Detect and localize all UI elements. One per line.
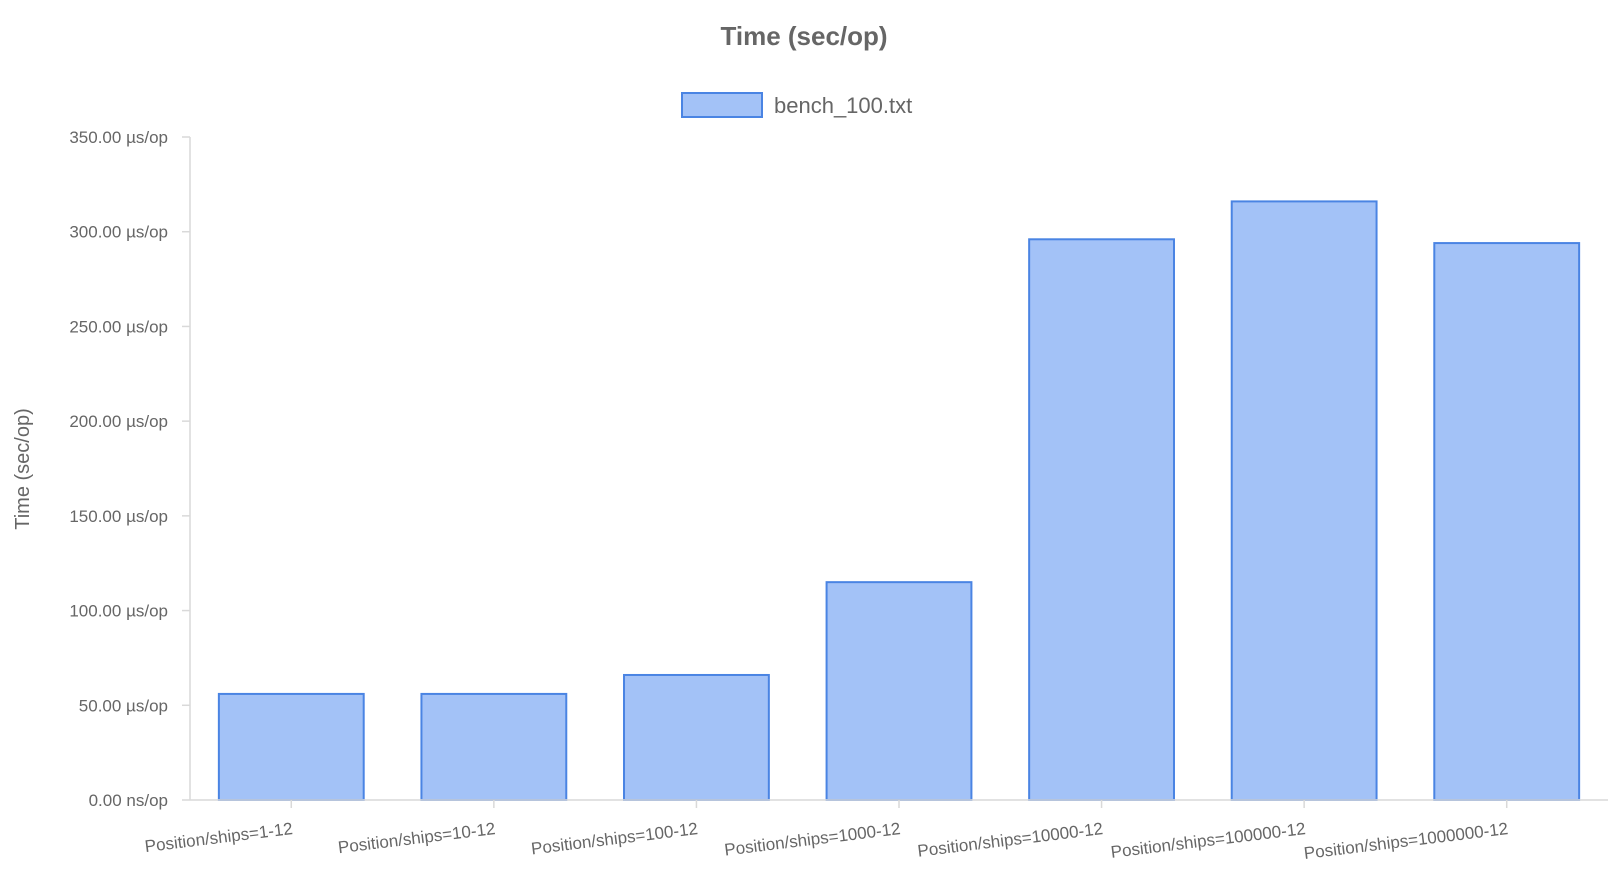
y-tick-label: 0.00 ns/op — [89, 791, 168, 810]
y-tick-label: 50.00 µs/op — [79, 696, 168, 715]
bar[interactable] — [623, 673, 770, 802]
legend-label[interactable]: bench_100.txt — [774, 93, 912, 118]
y-axis-title: Time (sec/op) — [12, 408, 34, 530]
x-tick-label: Position/ships=1-12 — [144, 819, 294, 856]
bar[interactable] — [1028, 238, 1175, 801]
x-tick-label: Position/ships=1000-12 — [723, 819, 901, 859]
y-tick-label: 200.00 µs/op — [69, 412, 168, 431]
bar[interactable] — [217, 692, 365, 801]
y-axis-ticks: 0.00 ns/op 50.00 µs/op 100.00 µs/op 150.00 … — [69, 128, 190, 810]
legend-swatch[interactable] — [681, 92, 763, 118]
chart-title: Time (sec/op) — [720, 21, 887, 51]
bar[interactable] — [1433, 242, 1581, 801]
x-axis-ticks: Position/ships=1-12 Position/ships=10-12 P… — [144, 800, 1509, 863]
bar[interactable] — [420, 692, 568, 801]
y-tick-label: 350.00 µs/op — [69, 128, 168, 147]
bars — [217, 200, 1581, 802]
x-tick-label: Position/ships=100-12 — [530, 819, 699, 858]
x-tick-label: Position/ships=1000000-12 — [1303, 819, 1509, 863]
x-tick-label: Position/ships=10000-12 — [916, 819, 1104, 861]
x-tick-label: Position/ships=100000-12 — [1110, 819, 1307, 862]
y-tick-label: 300.00 µs/op — [69, 223, 168, 242]
x-tick-label: Position/ships=10-12 — [337, 819, 496, 857]
y-tick-label: 250.00 µs/op — [69, 317, 168, 336]
y-tick-label: 150.00 µs/op — [69, 507, 168, 526]
bar[interactable] — [825, 581, 973, 802]
legend[interactable]: bench_100.txt — [681, 92, 912, 118]
bar[interactable] — [1230, 200, 1378, 802]
y-tick-label: 100.00 µs/op — [69, 602, 168, 621]
